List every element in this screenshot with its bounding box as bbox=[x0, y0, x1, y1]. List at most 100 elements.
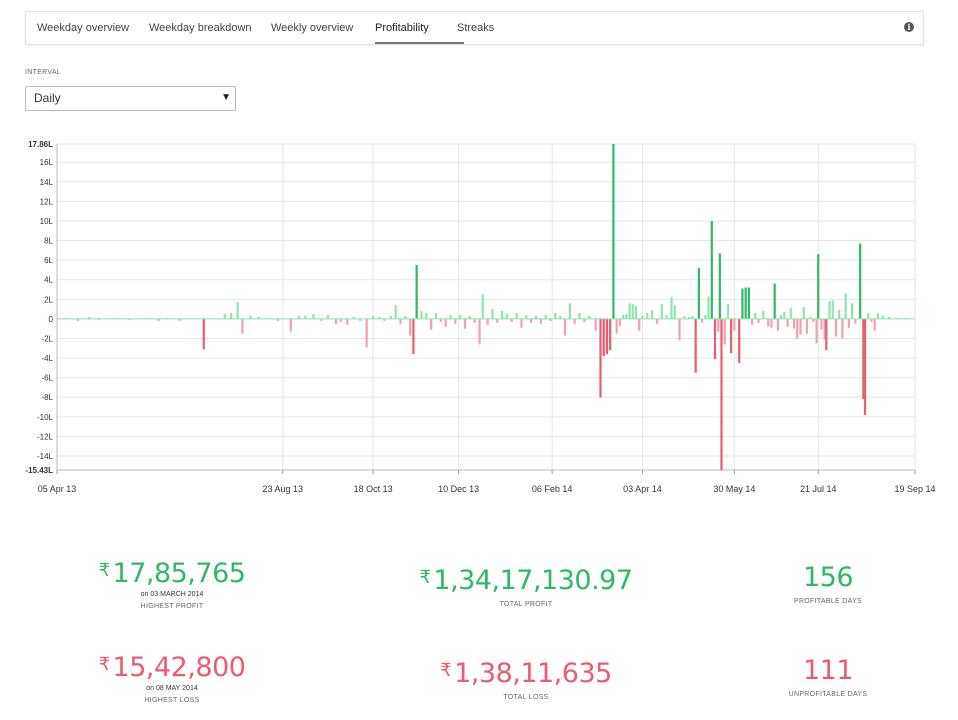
bar bbox=[473, 318, 476, 323]
bar bbox=[554, 313, 557, 319]
total-loss-stat: ₹1,38,11,635 TOTAL LOSS bbox=[406, 656, 646, 702]
bar bbox=[178, 318, 181, 321]
bar bbox=[434, 313, 438, 319]
bar bbox=[394, 305, 397, 319]
bar bbox=[399, 318, 402, 324]
bar bbox=[618, 318, 621, 326]
tab-profitability[interactable]: Profitability bbox=[375, 22, 429, 34]
bar bbox=[634, 306, 638, 319]
bar bbox=[501, 311, 504, 319]
highest-loss-label: HIGHEST LOSS bbox=[144, 697, 200, 704]
highest-profit-date: on 03 MARCH 2014 bbox=[140, 591, 204, 598]
bar bbox=[670, 297, 673, 319]
y-tick-label: -12L bbox=[37, 432, 54, 441]
bar bbox=[481, 294, 484, 319]
bar bbox=[823, 318, 826, 340]
bar bbox=[359, 318, 362, 321]
bar bbox=[352, 316, 355, 319]
bar bbox=[588, 315, 591, 319]
profitable-days-value: 156 bbox=[802, 562, 854, 593]
bar bbox=[665, 314, 668, 319]
bar bbox=[747, 287, 750, 319]
bar bbox=[655, 318, 659, 324]
bar bbox=[491, 309, 494, 319]
bar bbox=[223, 314, 226, 319]
profitable-days-label: PROFITABLE DAYS bbox=[793, 598, 863, 605]
total-profit-label: TOTAL PROFIT bbox=[499, 601, 553, 608]
bar bbox=[539, 318, 542, 324]
info-circle-icon[interactable]: i bbox=[904, 22, 914, 32]
x-tick-label: 19 Sep 14 bbox=[894, 484, 935, 494]
bar bbox=[876, 313, 880, 319]
bar bbox=[730, 318, 733, 354]
bar bbox=[420, 311, 423, 319]
highest-profit-label: HIGHEST PROFIT bbox=[140, 603, 204, 610]
bar bbox=[289, 318, 292, 332]
tab-weekday-overview[interactable]: Weekday overview bbox=[37, 22, 130, 34]
total-profit-stat: ₹1,34,17,130.97 TOTAL PROFIT bbox=[406, 563, 646, 609]
bar bbox=[713, 318, 717, 360]
bar bbox=[780, 314, 783, 319]
total-loss-label: TOTAL LOSS bbox=[503, 694, 549, 701]
unprofitable-days-value: 111 bbox=[802, 655, 854, 686]
tab-streaks[interactable]: Streaks bbox=[457, 22, 495, 34]
chart-grid bbox=[56, 143, 916, 471]
bar bbox=[544, 314, 547, 319]
bar bbox=[449, 314, 452, 319]
bar bbox=[799, 318, 802, 335]
y-tick-label: 2L bbox=[44, 295, 53, 304]
bar bbox=[767, 318, 770, 327]
x-axis-ticks: 05 Apr 13 23 Aug 13 18 Oct 13 10 Dec 13 06 F… bbox=[38, 470, 936, 494]
bar bbox=[97, 318, 101, 320]
bar bbox=[651, 310, 654, 319]
tab-weekly-overview[interactable]: Weekly overview bbox=[271, 22, 354, 34]
x-tick-label: 21 Jul 14 bbox=[800, 484, 837, 494]
highest-loss-value: ₹15,42,800 bbox=[98, 652, 246, 683]
tab-weekday-breakdown[interactable]: Weekday breakdown bbox=[149, 22, 252, 34]
bar bbox=[688, 316, 691, 319]
bar bbox=[339, 318, 342, 322]
bar bbox=[430, 318, 433, 330]
bar bbox=[378, 316, 381, 319]
bar bbox=[744, 287, 747, 319]
bar bbox=[602, 318, 605, 357]
bar bbox=[792, 318, 796, 329]
rupee-icon: ₹ bbox=[98, 560, 110, 581]
profitable-days-stat: 156 PROFITABLE DAYS bbox=[758, 562, 898, 606]
bar bbox=[241, 318, 244, 334]
bar bbox=[88, 316, 91, 319]
bar bbox=[815, 318, 818, 344]
y-tick-label: 10L bbox=[40, 217, 54, 226]
bar bbox=[515, 313, 518, 319]
bar bbox=[859, 243, 862, 319]
chart-bars bbox=[57, 144, 915, 470]
bar bbox=[783, 312, 786, 319]
x-tick-label: 06 Feb 14 bbox=[532, 484, 573, 494]
bar bbox=[638, 318, 641, 331]
rupee-icon: ₹ bbox=[440, 660, 452, 681]
bar bbox=[625, 314, 628, 319]
y-tick-label: -10L bbox=[37, 413, 54, 422]
bar bbox=[802, 307, 805, 319]
bar bbox=[838, 310, 841, 319]
y-tick-label: -14L bbox=[37, 452, 54, 461]
interval-select[interactable]: Daily ▼ bbox=[25, 86, 236, 111]
bar bbox=[609, 318, 612, 351]
bar bbox=[599, 318, 602, 398]
highest-loss-stat: ₹15,42,800 on 08 MAY 2014 HIGHEST LOSS bbox=[72, 650, 272, 705]
bar bbox=[710, 220, 713, 319]
y-tick-label: -4L bbox=[41, 354, 53, 363]
bar bbox=[276, 318, 280, 321]
bar bbox=[701, 318, 704, 323]
bar bbox=[834, 318, 838, 337]
y-tick-label: -15.43L bbox=[25, 466, 53, 475]
y-tick-label: 8L bbox=[44, 237, 53, 246]
bar bbox=[646, 313, 649, 319]
bar bbox=[660, 304, 663, 319]
bar bbox=[762, 311, 765, 319]
unprofitable-days-stat: 111 UNPROFITABLE DAYS bbox=[758, 655, 898, 699]
bar bbox=[621, 314, 625, 319]
bar bbox=[754, 313, 757, 319]
bar bbox=[559, 315, 562, 319]
bar bbox=[717, 318, 720, 332]
